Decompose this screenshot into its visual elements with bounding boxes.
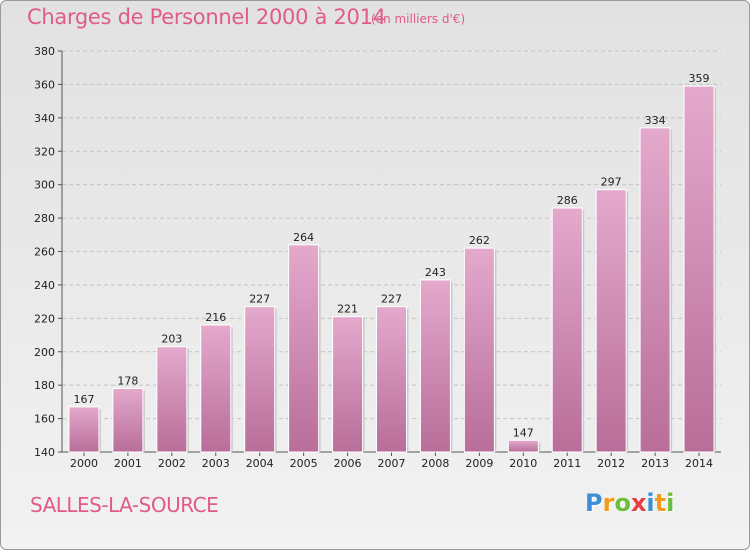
logo-letter: t [654,489,667,517]
logo-letter: o [614,489,631,517]
data-label: 221 [337,303,358,316]
data-label: 262 [469,234,490,247]
logo-letter: x [630,489,647,517]
commune-name: SALLES-LA-SOURCE [30,493,219,517]
bars [68,85,717,453]
x-tick-label: 2014 [685,457,713,470]
data-label: 227 [249,293,270,306]
data-label: 178 [117,375,138,388]
data-label: 286 [557,194,578,207]
bar [112,388,144,453]
data-label: 147 [513,426,534,439]
chart-title: Charges de Personnel 2000 à 2014 [27,5,386,29]
bar [332,316,364,453]
data-label: 203 [161,333,182,346]
y-tick-label: 280 [34,212,55,225]
chart-subtitle: (en milliers d'€) [371,12,466,26]
x-tick-label: 2000 [70,457,98,470]
data-label: 243 [425,266,446,279]
x-tick-label: 2013 [641,457,669,470]
bar [244,306,276,453]
y-tick-label: 360 [34,78,55,91]
y-tick-label: 140 [34,446,55,459]
x-tick-label: 2008 [421,457,449,470]
bar [288,244,320,453]
x-tick-label: 2009 [465,457,493,470]
bar [507,439,539,453]
y-tick-label: 260 [34,246,55,259]
data-label: 216 [205,311,226,324]
bar [551,207,583,453]
y-tick-label: 160 [34,413,55,426]
bar [683,85,715,453]
bar [156,346,188,453]
x-tick-label: 2001 [114,457,142,470]
y-tick-label: 300 [34,179,55,192]
logo-letter: r [602,489,615,517]
data-label: 264 [293,231,314,244]
y-tick-label: 200 [34,346,55,359]
proxiti-logo[interactable]: Proxiti [585,489,674,517]
logo-letter: P [585,489,603,517]
logo-letter: i [666,489,675,517]
y-tick-label: 240 [34,279,55,292]
x-tick-label: 2007 [378,457,406,470]
data-label: 167 [73,393,94,406]
x-tick-label: 2011 [553,457,581,470]
bar [68,406,100,453]
y-tick-label: 220 [34,312,55,325]
data-label: 359 [689,72,710,85]
bar [595,189,627,453]
y-tick-label: 180 [34,379,55,392]
x-tick-label: 2010 [509,457,537,470]
x-tick-label: 2004 [246,457,274,470]
data-label: 227 [381,293,402,306]
bar [376,306,407,453]
y-tick-label: 340 [34,112,55,125]
x-tick-label: 2005 [290,457,318,470]
x-tick-label: 2002 [158,457,186,470]
axes: 140 160 180 200 220 240 260 280 300 320 340 360 380 [34,45,721,459]
x-tick-label: 2012 [597,457,625,470]
logo-letter: i [646,489,655,517]
data-label: 334 [645,114,666,127]
bar [463,247,495,453]
x-tick-label: 2006 [334,457,362,470]
bar [419,279,451,453]
y-tick-label: 320 [34,145,55,158]
y-tick-label: 380 [34,45,55,58]
labels: 2000 167 2001 178 2002 203 2003 216 2004 227 2005 2… [70,72,713,470]
bar [639,127,671,453]
x-tick-label: 2003 [202,457,230,470]
bar [200,324,232,453]
data-label: 297 [601,176,622,189]
